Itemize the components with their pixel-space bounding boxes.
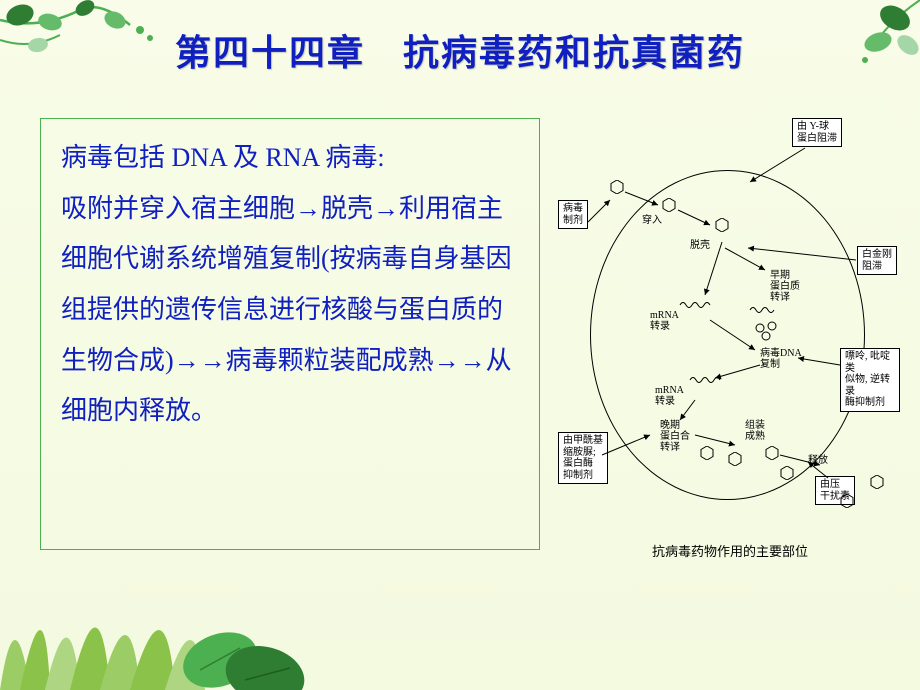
diagram-caption: 抗病毒药物作用的主要部位	[560, 541, 900, 560]
virus-lifecycle-diagram: 由 Y-球蛋白阻滞 病毒制剂 白金刚阻滞 嘌呤, 吡啶类似物, 逆转录酶抑制剂 …	[560, 110, 900, 560]
content-heading: 病毒包括 DNA 及 RNA 病毒:	[61, 133, 519, 184]
content-body: 吸附并穿入宿主细胞→脱壳→利用宿主细胞代谢系统增殖复制(按病毒自身基因组提供的遗…	[61, 184, 519, 437]
content-box: 病毒包括 DNA 及 RNA 病毒: 吸附并穿入宿主细胞→脱壳→利用宿主细胞代谢…	[40, 118, 540, 550]
diagram-details	[560, 110, 900, 530]
deco-grass-bottom-left	[0, 530, 320, 690]
chapter-title: 第四十四章 抗病毒药和抗真菌药	[0, 24, 920, 76]
